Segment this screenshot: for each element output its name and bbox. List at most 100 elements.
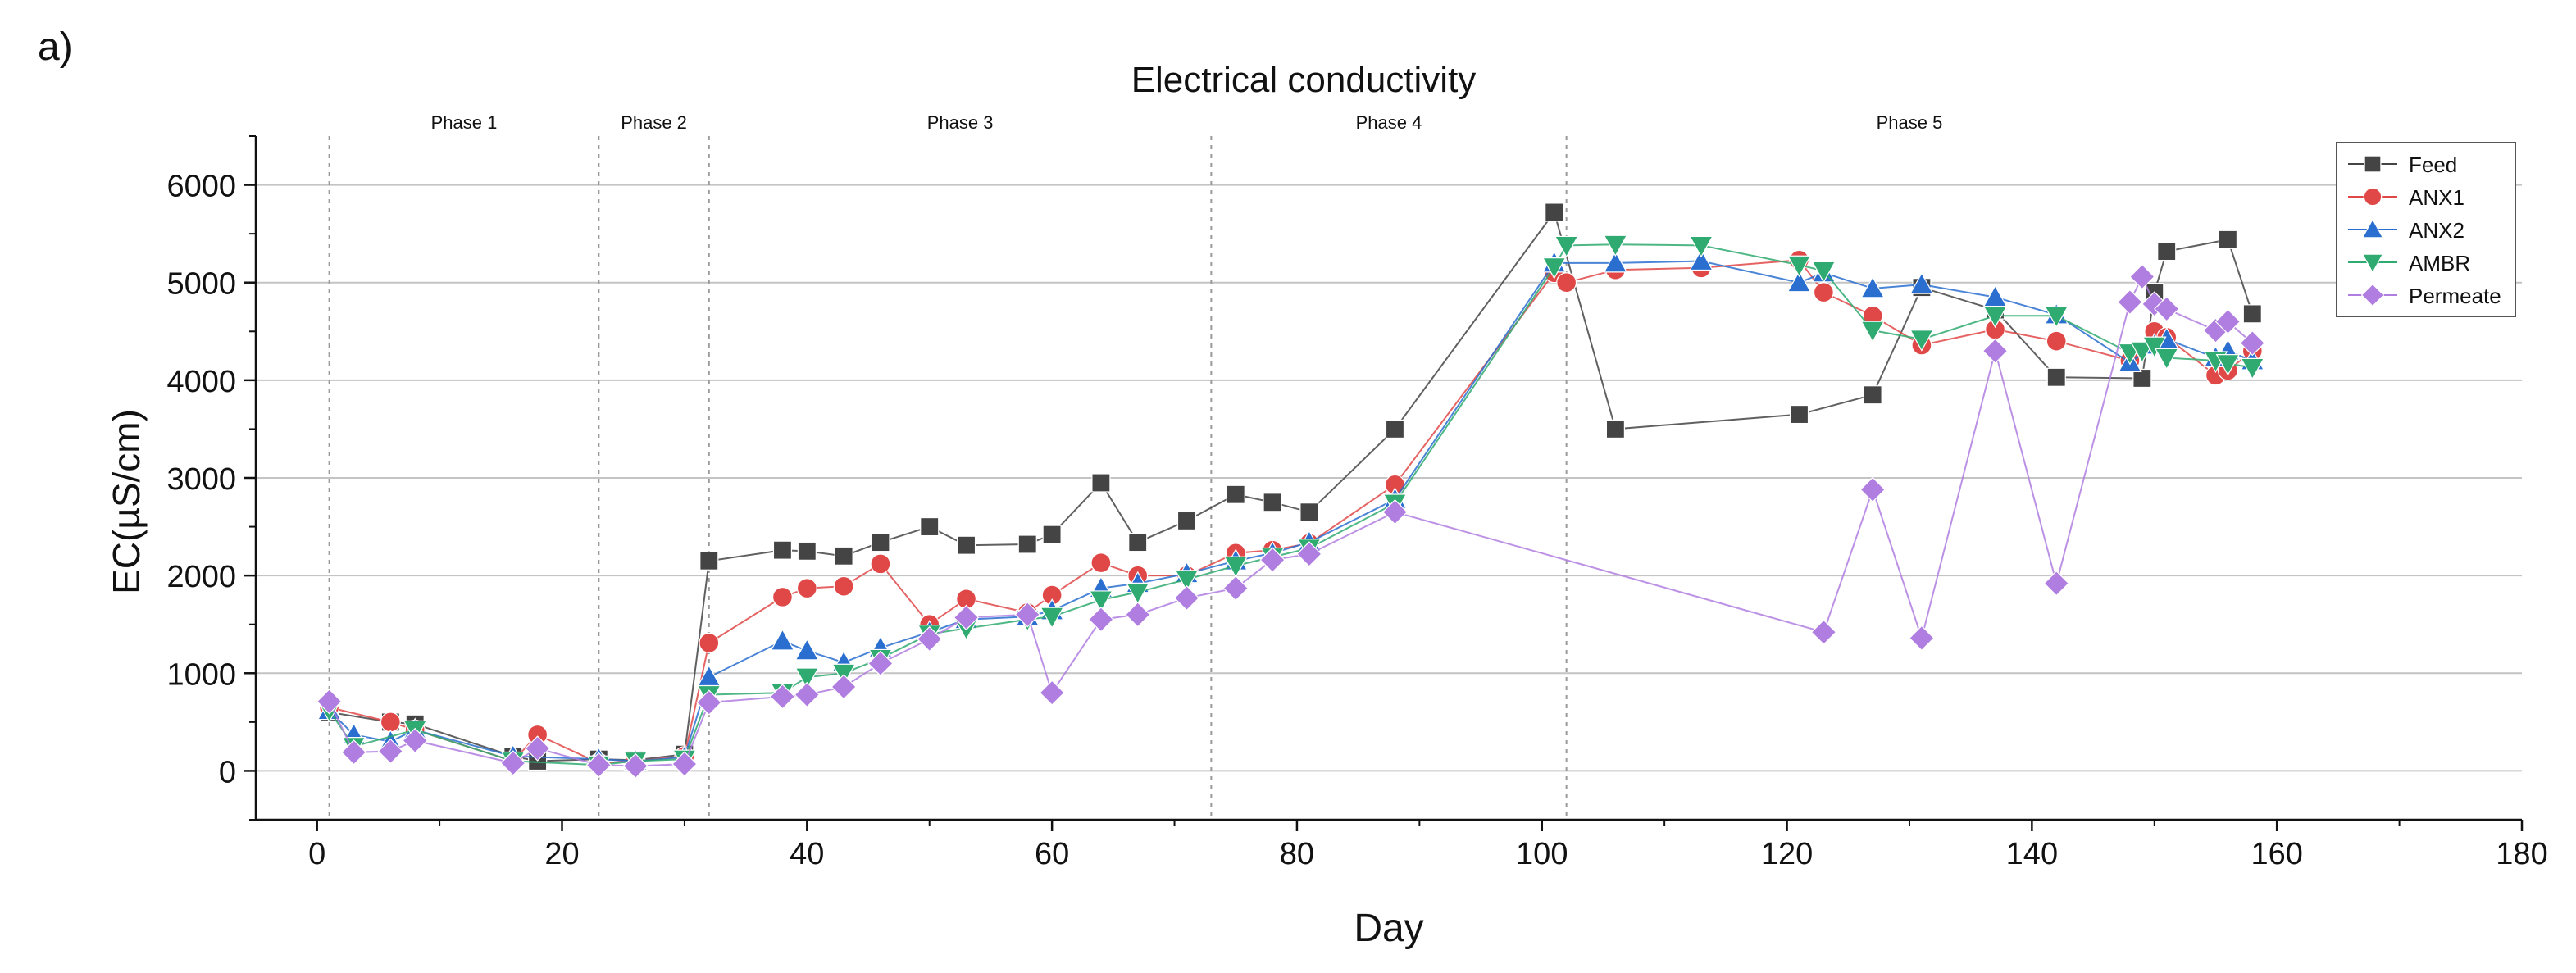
series-ambr [316,234,2265,778]
data-point [1810,619,1837,645]
phase-label: Phase 5 [1877,112,1943,133]
data-point [622,752,649,780]
data-point [920,516,940,537]
data-point [671,751,698,777]
data-point [771,586,793,607]
data-point [1863,385,1882,405]
x-tick-label: 100 [1516,837,1568,871]
data-point [2239,330,2266,357]
data-point [2214,308,2241,335]
data-point [1603,250,1628,273]
data-point [1385,419,1405,439]
data-point [2242,304,2262,324]
y-tick-label: 5000 [166,267,236,302]
series-permeate [316,263,2266,780]
data-point [377,738,404,765]
data-point [1125,602,1151,628]
axes-layer: 0 1000 2000 3000 4000 5000 6000 0 20 40 60 80 100 120… [166,135,2548,871]
data-point [2218,230,2238,249]
data-point [1039,680,1065,706]
data-point [2130,341,2155,364]
data-point [2129,263,2155,290]
legend-marker [2364,155,2382,173]
data-point [1088,607,1114,633]
legend-marker [2363,187,2383,207]
panel-label: a) [38,25,73,69]
data-point [2046,330,2067,352]
series-line [328,275,2253,767]
data-point [772,540,793,560]
series-layer [316,202,2266,780]
data-point [2154,348,2179,371]
y-tick-label: 1000 [166,657,236,692]
data-point [1263,493,1282,512]
data-point [699,632,720,653]
data-point [2142,336,2167,359]
data-point [380,712,401,733]
y-tick-label: 0 [219,755,236,789]
legend-label: ANX2 [2409,218,2464,243]
data-point [2044,306,2069,329]
data-point [2215,354,2241,376]
data-point [699,551,719,571]
series-line [328,243,2253,766]
legend: Feed ANX1 ANX2 AMBR Permeate [2336,142,2516,317]
data-point [794,638,820,661]
y-axis-label: EC(µS/cm) [105,409,148,594]
data-point [770,628,795,651]
x-tick-label: 180 [2496,837,2547,871]
data-point [2154,296,2180,322]
data-point [1860,321,1885,343]
legend-item-ambr: AMBR [2348,251,2470,275]
data-point [1786,255,1812,278]
legend-label: Feed [2409,152,2457,177]
data-point [797,541,817,561]
data-point [316,689,343,715]
data-point [1556,272,1577,293]
data-point [1811,261,1836,284]
data-point [1090,552,1112,574]
legend-item-anx1: ANX1 [2348,185,2464,210]
data-point [794,667,820,690]
data-point [2046,367,2066,387]
data-point [831,674,857,700]
data-point [1222,575,1249,602]
data-point [1605,419,1626,439]
data-point [1259,547,1286,573]
series-line [329,259,2253,764]
data-point [1125,582,1150,605]
data-point [1226,484,1245,504]
data-point [696,689,722,716]
data-point [917,625,943,652]
y-tick-label: 6000 [166,170,236,204]
data-point [1381,499,1409,525]
legend-marker [2360,283,2385,307]
data-point [1040,607,1064,630]
x-tick-label: 60 [1035,837,1069,871]
x-tick-label: 140 [2006,837,2058,871]
data-point [2043,570,2069,597]
legend-marker [2361,253,2384,274]
data-point [1909,272,1934,294]
data-point [2157,241,2177,261]
y-tick-label: 2000 [166,560,236,594]
data-point [1982,284,2008,307]
data-point [1689,248,1714,271]
data-point [1860,275,1885,298]
data-point [1689,235,1714,258]
legend-label: AMBR [2409,251,2470,275]
data-point [1982,338,2009,364]
data-point [956,535,976,555]
series-line [329,210,2254,762]
x-axis-label: Day [1354,907,1423,950]
phase-label: Phase 3 [927,112,994,133]
data-point [1909,330,1934,352]
chart-title: Electrical conductivity [1131,60,1477,100]
data-point [402,727,428,754]
x-tick-label: 160 [2251,837,2302,871]
data-point [1173,584,1200,612]
data-point [1786,270,1812,293]
x-tick-label: 0 [308,837,325,871]
data-point [1813,282,1834,303]
